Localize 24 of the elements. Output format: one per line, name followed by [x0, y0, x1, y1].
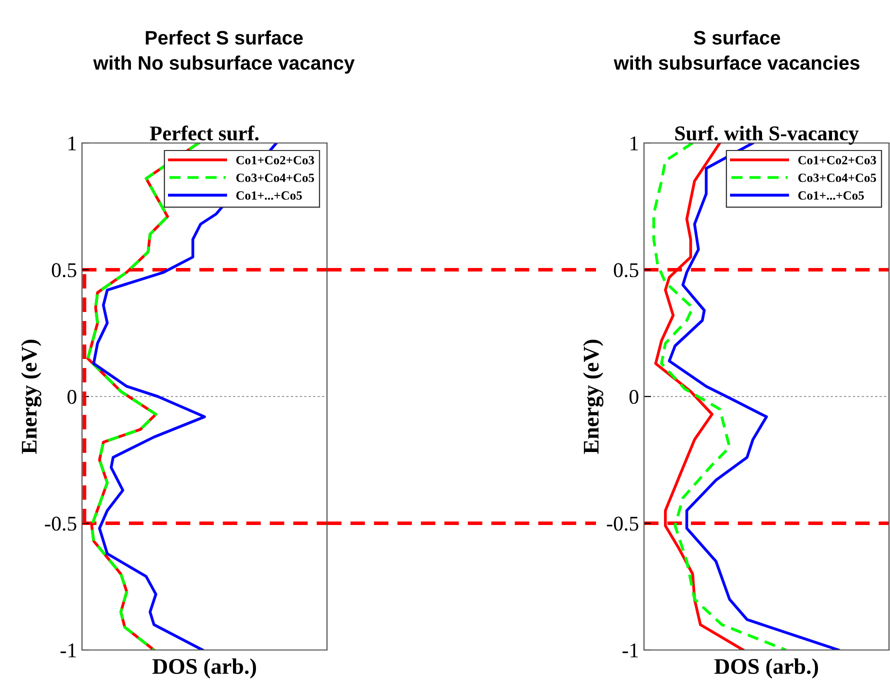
legend-label: Co1+...+Co5 [798, 191, 864, 200]
y-tick-label: -1 [60, 643, 76, 658]
legend-label: Co3+Co4+Co5 [798, 174, 876, 182]
y-tick-label: 0.5 [52, 263, 76, 278]
chart-title: Perfect S surface with No subsurface vacancy [93, 30, 355, 74]
chart-subtitle: Perfect surf. [150, 126, 259, 141]
x-axis-title: DOS (arb.) [152, 658, 256, 678]
y-tick-label: 1 [630, 136, 638, 150]
y-tick-label: 1 [68, 136, 76, 150]
chart-title: S surface with subsurface vacancies [614, 30, 860, 70]
legend-label: Co1+Co2+Co3 [236, 156, 314, 164]
y-tick-label: 0 [68, 390, 76, 404]
y-tick-label: -1 [622, 643, 638, 658]
legend-label: Co1+...+Co5 [236, 191, 302, 200]
y-tick-label: 0 [630, 390, 638, 404]
chart-subtitle: Surf. with S-vacancy [675, 126, 859, 145]
y-tick-label: -0.5 [44, 516, 76, 531]
x-axis-title: DOS (arb.) [714, 658, 818, 678]
y-axis-title: Energy (eV) [583, 340, 604, 454]
y-tick-label: -0.5 [606, 516, 638, 531]
legend-label: Co1+Co2+Co3 [798, 156, 876, 164]
y-tick-label: 0.5 [614, 263, 638, 278]
legend-label: Co3+Co4+Co5 [236, 174, 314, 182]
y-axis-title: Energy (eV) [21, 340, 42, 454]
